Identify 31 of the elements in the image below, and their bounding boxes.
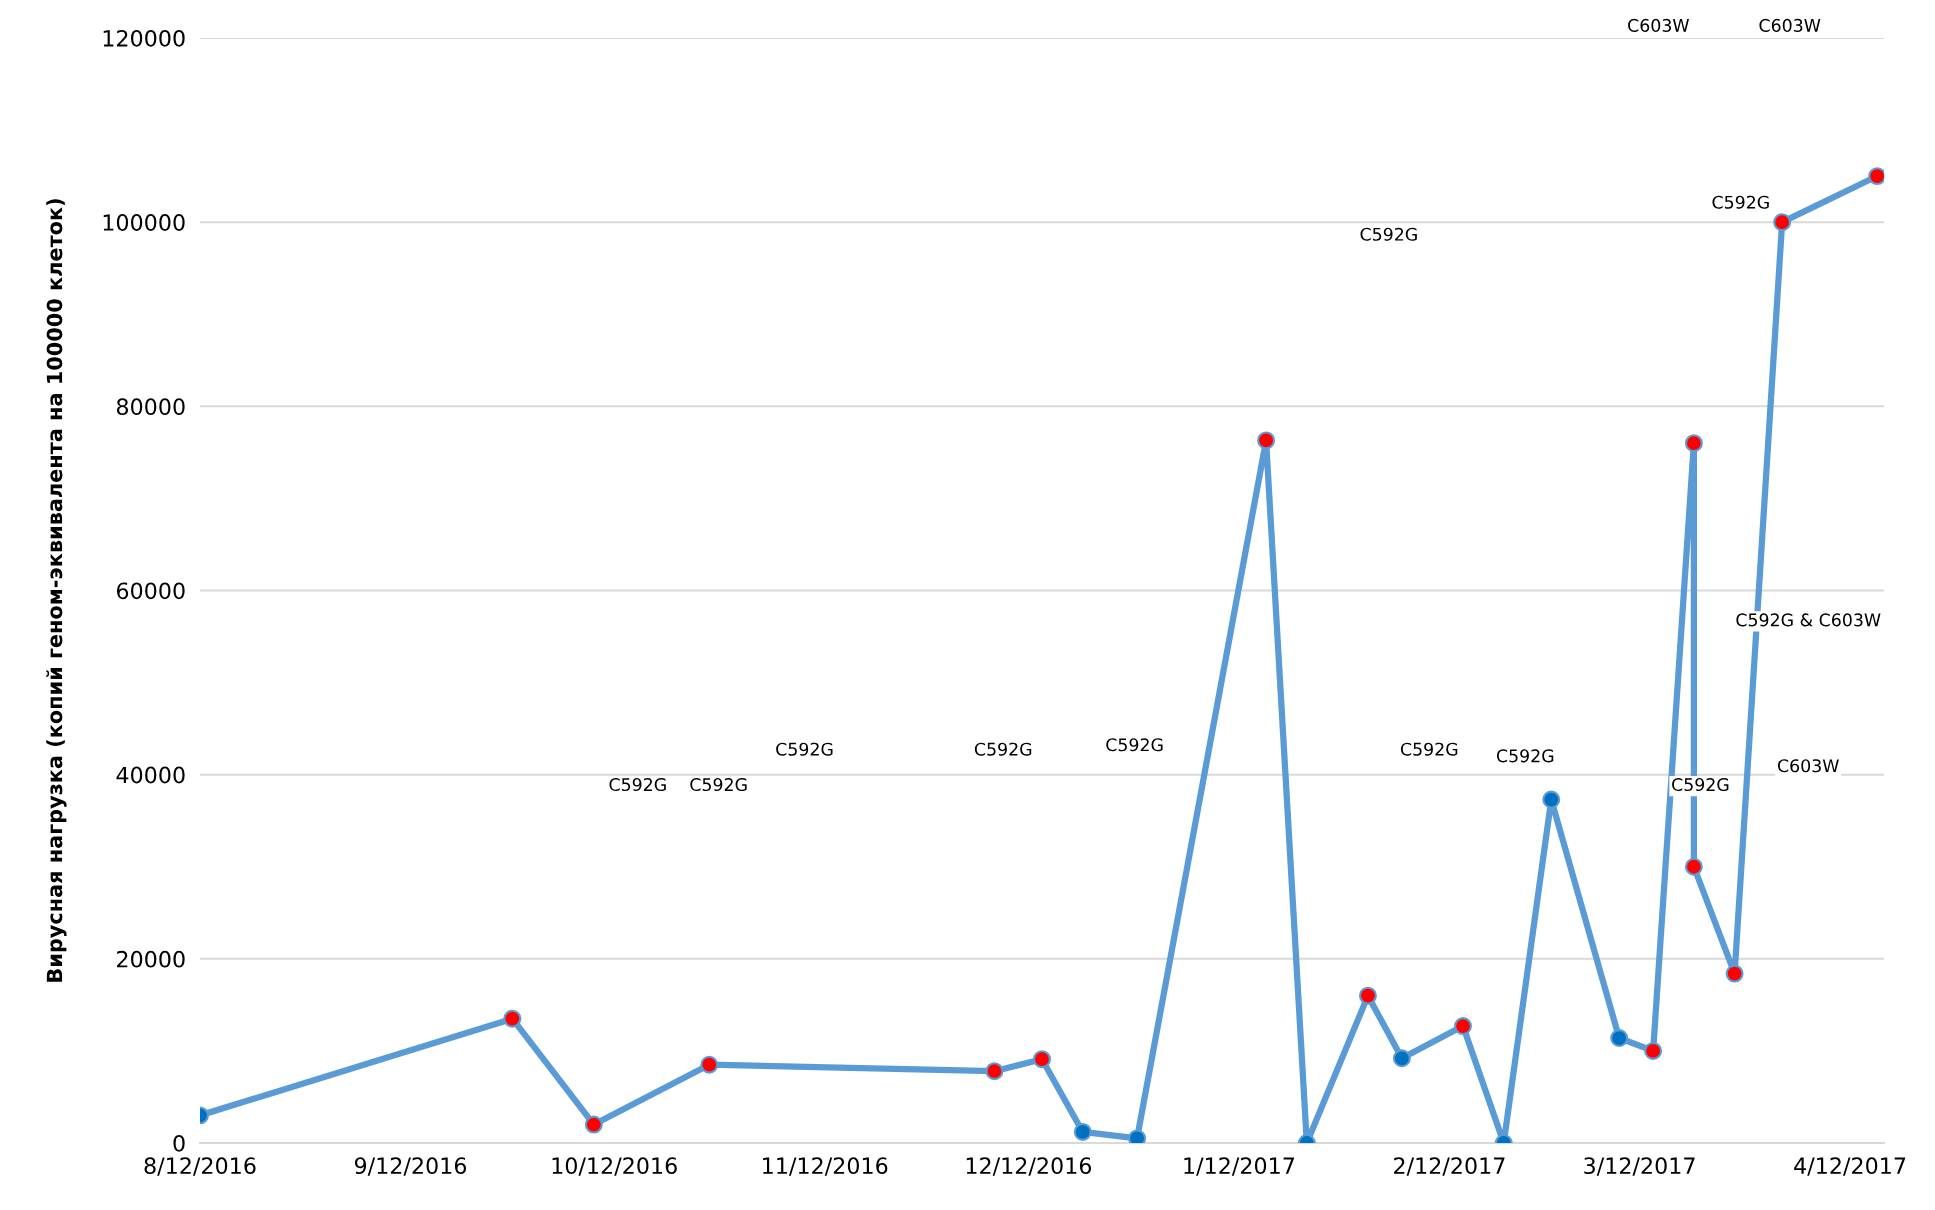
text: C603W: [1628, 18, 1689, 32]
annotation: C603W: [1777, 759, 1839, 773]
annotation: C592G: [609, 777, 666, 792]
text: C603W: [1759, 18, 1821, 32]
x-tick-label: 4/12/2017: [1794, 1157, 1906, 1176]
annotation: C592G: [1496, 749, 1554, 763]
annotation: C592G: [1106, 738, 1163, 752]
annotation: C592G: [1712, 195, 1769, 209]
x-tick-label: 10/12/2016: [552, 1157, 677, 1176]
x-tick-label: 8/12/2016: [144, 1157, 256, 1176]
y-tick-label: 80000: [116, 398, 185, 416]
x-tick-label: 3/12/2017: [1584, 1157, 1695, 1176]
x-tick-label: 11/12/2016: [763, 1157, 888, 1176]
x-tick-label: 2/12/2017: [1394, 1157, 1505, 1176]
x-tick-label: 9/12/2016: [354, 1157, 467, 1176]
y-axis-title: Вирусная нагрузка (копий геном-эквивалента на 100000 клеток): [46, 199, 67, 982]
y-tick-label: 40000: [116, 766, 185, 784]
annotation: C592G: [690, 777, 747, 792]
annotation: C592G: [1672, 777, 1729, 792]
y-tick-label: 60000: [116, 582, 185, 600]
x-tick-label: 12/12/2016: [966, 1157, 1092, 1176]
annotation: C592G: [1400, 742, 1458, 756]
annotation: C592G: [1360, 227, 1417, 241]
annotation: C592G & C603W: [1736, 613, 1881, 627]
y-tick-label: 120000: [103, 29, 185, 47]
y-tick-label: 100000: [103, 214, 185, 231]
annotation: C592G: [776, 742, 833, 756]
y-tick-label: 20000: [117, 950, 185, 968]
annotation: C592G: [974, 742, 1032, 756]
y-tick-label: 0: [173, 1134, 185, 1152]
x-tick-label: 1/12/2017: [1184, 1157, 1294, 1176]
